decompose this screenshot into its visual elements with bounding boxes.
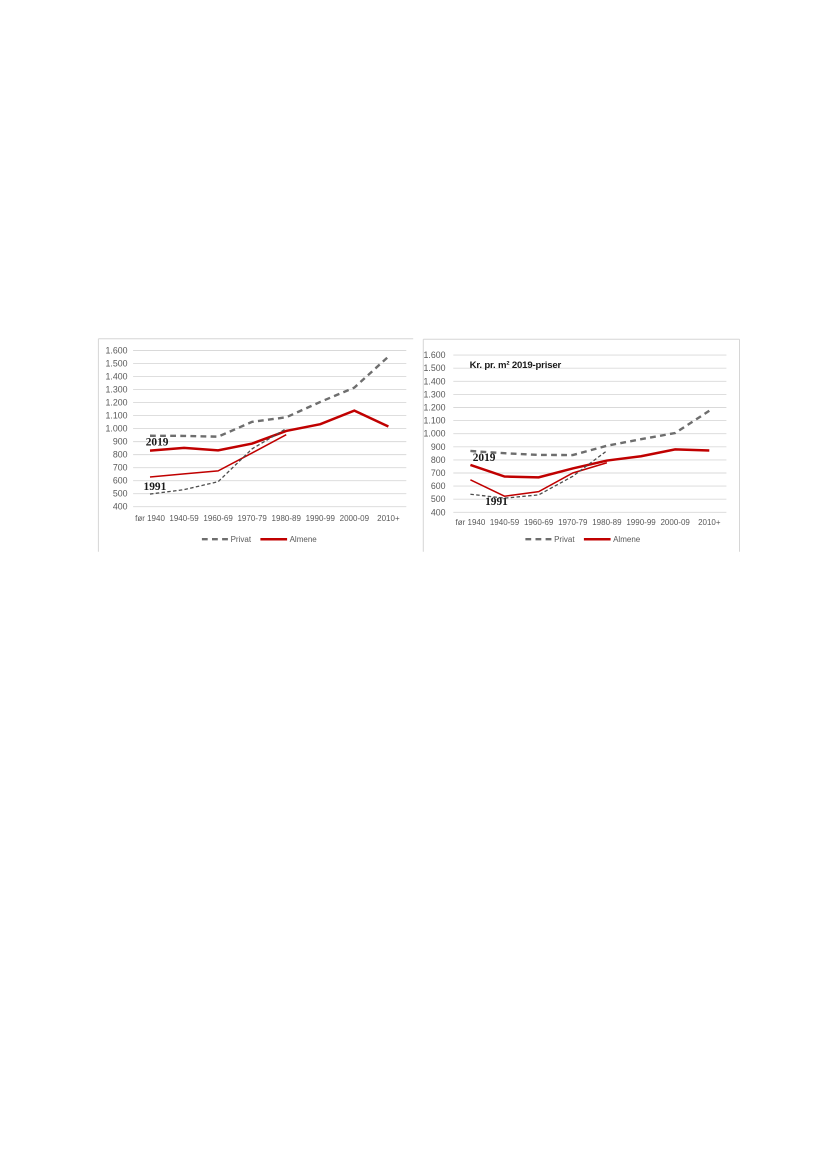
- svg-text:500: 500: [431, 494, 446, 504]
- svg-text:1.200: 1.200: [105, 398, 127, 408]
- svg-text:1990-99: 1990-99: [306, 514, 336, 523]
- svg-text:Almene: Almene: [290, 535, 318, 544]
- svg-text:1.400: 1.400: [423, 376, 445, 386]
- svg-text:2019: 2019: [146, 436, 169, 448]
- svg-text:600: 600: [113, 476, 128, 486]
- svg-text:1.400: 1.400: [105, 372, 127, 382]
- svg-text:1940-59: 1940-59: [490, 518, 520, 527]
- svg-text:1970-79: 1970-79: [558, 518, 588, 527]
- svg-text:1.200: 1.200: [423, 403, 445, 413]
- svg-text:1991: 1991: [485, 496, 508, 508]
- svg-text:900: 900: [113, 437, 128, 447]
- svg-text:før 1940: før 1940: [135, 514, 165, 523]
- svg-text:1990-99: 1990-99: [626, 518, 656, 527]
- svg-text:1.500: 1.500: [105, 359, 127, 369]
- svg-text:1960-69: 1960-69: [524, 518, 554, 527]
- svg-text:1.100: 1.100: [105, 411, 127, 421]
- svg-text:1980-89: 1980-89: [272, 514, 302, 523]
- svg-text:1.600: 1.600: [423, 350, 445, 360]
- svg-text:Almene: Almene: [613, 535, 641, 544]
- svg-text:2010+: 2010+: [698, 518, 721, 527]
- svg-text:1.300: 1.300: [105, 385, 127, 395]
- svg-text:500: 500: [113, 489, 128, 499]
- svg-text:1.300: 1.300: [423, 389, 445, 399]
- svg-text:før 1940: før 1940: [456, 518, 486, 527]
- svg-text:1991: 1991: [144, 481, 167, 493]
- svg-text:1.000: 1.000: [105, 424, 127, 434]
- svg-text:Privat: Privat: [554, 535, 575, 544]
- svg-text:800: 800: [113, 450, 128, 460]
- svg-text:600: 600: [431, 481, 446, 491]
- svg-text:2010+: 2010+: [377, 514, 400, 523]
- svg-text:1.500: 1.500: [423, 363, 445, 373]
- svg-text:1.100: 1.100: [423, 416, 445, 426]
- svg-text:400: 400: [113, 502, 128, 512]
- svg-text:700: 700: [431, 468, 446, 478]
- svg-text:1.000: 1.000: [423, 429, 445, 439]
- svg-text:2000-09: 2000-09: [340, 514, 370, 523]
- svg-text:1960-69: 1960-69: [203, 514, 233, 523]
- svg-text:2000-09: 2000-09: [660, 518, 690, 527]
- svg-text:700: 700: [113, 463, 128, 473]
- svg-text:2019: 2019: [473, 452, 496, 464]
- svg-text:400: 400: [431, 507, 446, 517]
- svg-text:1.600: 1.600: [105, 346, 127, 356]
- svg-text:900: 900: [431, 442, 446, 452]
- svg-text:1980-89: 1980-89: [592, 518, 622, 527]
- svg-text:Privat: Privat: [231, 535, 252, 544]
- svg-text:Kr. pr. m² 2019-priser: Kr. pr. m² 2019-priser: [470, 360, 562, 371]
- svg-text:800: 800: [431, 455, 446, 465]
- svg-text:1970-79: 1970-79: [237, 514, 267, 523]
- svg-text:1940-59: 1940-59: [169, 514, 199, 523]
